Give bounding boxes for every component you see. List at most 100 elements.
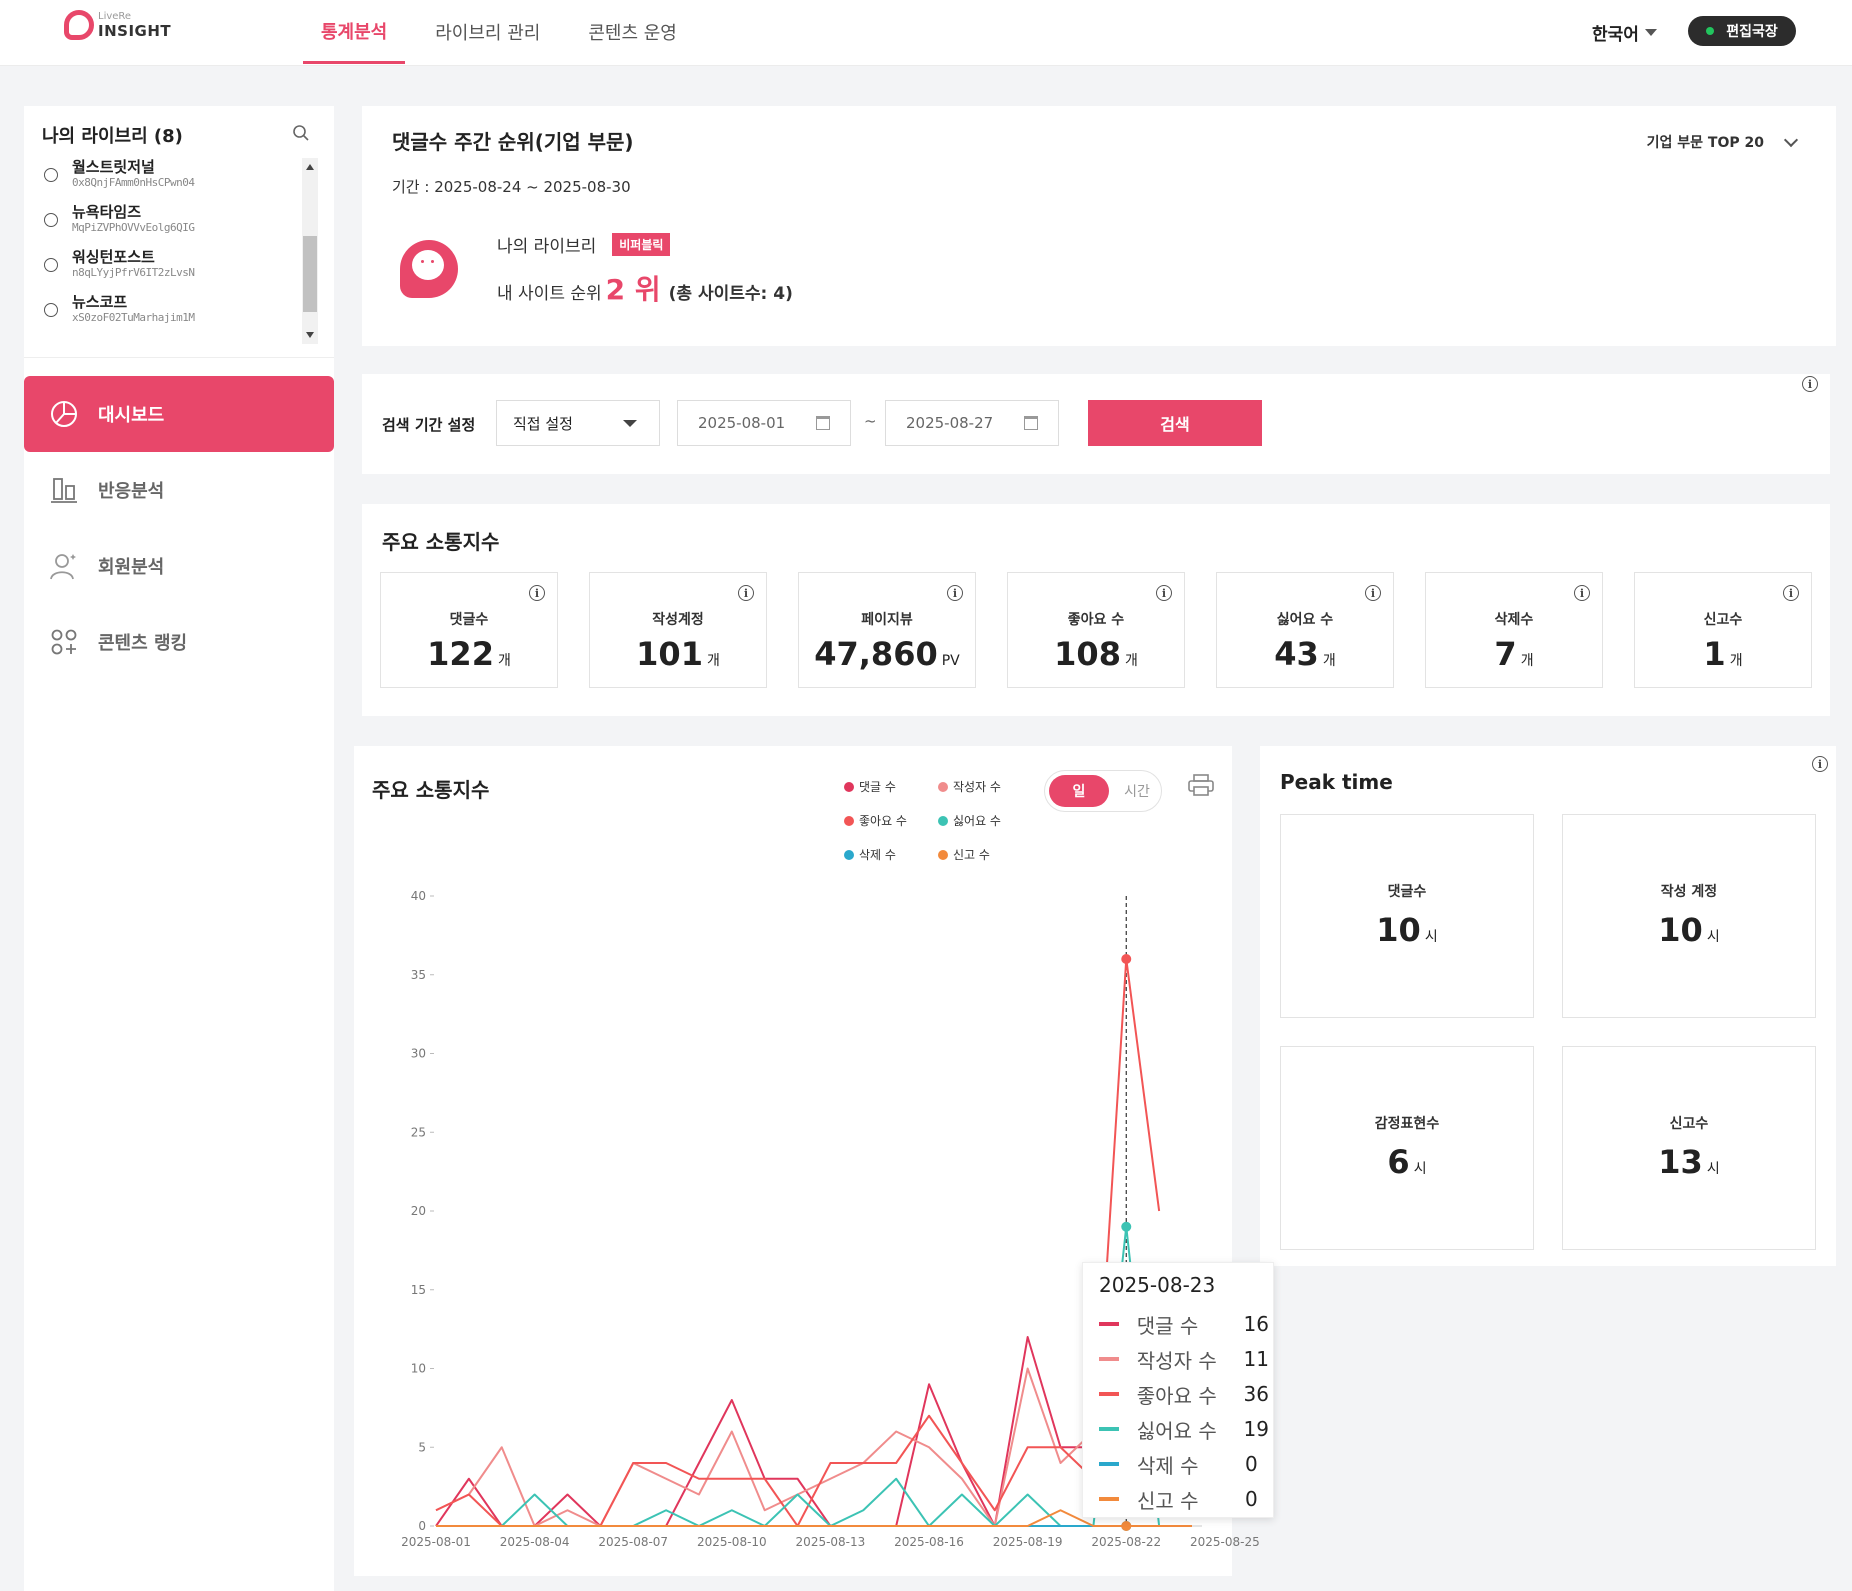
ranking-dropdown[interactable]: 기업 부문 TOP 20 bbox=[1647, 132, 1799, 152]
period-mode-select[interactable]: 직접 설정 bbox=[496, 400, 660, 446]
library-title: 나의 라이브리 (8) bbox=[42, 126, 183, 147]
radio-button[interactable] bbox=[44, 213, 58, 227]
metric-value: 122 bbox=[427, 635, 494, 673]
scroll-thumb[interactable] bbox=[303, 236, 317, 312]
logo-big-text: INSIGHT bbox=[98, 21, 172, 40]
sidebar-item-members[interactable]: 회원분석 bbox=[24, 528, 334, 604]
peak-card: 작성 계정 10 시 bbox=[1562, 814, 1816, 1018]
radio-button[interactable] bbox=[44, 168, 58, 182]
metric-card: i 싫어요 수 43 개 bbox=[1216, 572, 1394, 688]
library-panel: 나의 라이브리 (8) 월스트릿저널 0x8QnjFAmm0nHsCPwn04 … bbox=[24, 106, 334, 358]
metric-label: 삭제수 bbox=[1494, 612, 1534, 628]
library-item[interactable]: 월스트릿저널 0x8QnjFAmm0nHsCPwn04 bbox=[44, 158, 304, 203]
bar-chart-icon bbox=[48, 474, 80, 506]
day-hour-toggle[interactable]: 일 시간 bbox=[1044, 770, 1162, 812]
y-tick-label: 40 bbox=[411, 889, 426, 903]
metric-unit: 개 bbox=[1322, 653, 1336, 669]
legend-item[interactable]: 댓글 수 bbox=[844, 778, 896, 795]
metric-label: 페이지뷰 bbox=[861, 612, 913, 628]
search-period-label: 검색 기간 설정 bbox=[382, 416, 476, 434]
legend-label: 싫어요 수 bbox=[953, 814, 1001, 828]
legend-dot bbox=[938, 781, 948, 792]
tab-livere-management[interactable]: 라이브리 관리 bbox=[435, 23, 541, 44]
library-item[interactable]: 워싱턴포스트 n8qLYyjPfrV6IT2zLvsN bbox=[44, 248, 304, 293]
legend-item[interactable]: 좋아요 수 bbox=[844, 812, 907, 829]
sidebar-item-label: 반응분석 bbox=[98, 481, 165, 502]
toggle-hour[interactable]: 시간 bbox=[1124, 784, 1150, 800]
library-name: 월스트릿저널 bbox=[72, 158, 155, 176]
metric-value: 7 bbox=[1494, 635, 1517, 673]
series-line bbox=[436, 1509, 1192, 1527]
start-date-input[interactable]: 2025-08-01 bbox=[677, 400, 851, 446]
tooltip-label: 신고 수 bbox=[1137, 1488, 1199, 1513]
scroll-down-icon[interactable] bbox=[306, 332, 314, 338]
library-item[interactable]: 뉴욕타임즈 MqPiZVPhOVVvEolg6QIG bbox=[44, 203, 304, 248]
toggle-day[interactable]: 일 bbox=[1049, 775, 1109, 807]
end-date-input[interactable]: 2025-08-27 bbox=[885, 400, 1059, 446]
user-menu-button[interactable]: 편집국장 bbox=[1688, 16, 1796, 46]
legend-item[interactable]: 삭제 수 bbox=[844, 846, 896, 863]
metric-unit: 개 bbox=[1729, 653, 1743, 669]
logo[interactable]: LiveRe INSIGHT bbox=[64, 10, 171, 40]
calendar-icon[interactable] bbox=[1024, 416, 1038, 430]
metric-label: 댓글수 bbox=[449, 612, 489, 628]
info-icon[interactable]: i bbox=[1812, 756, 1828, 772]
info-icon[interactable]: i bbox=[738, 585, 754, 601]
legend-dot bbox=[844, 781, 854, 792]
radio-button[interactable] bbox=[44, 303, 58, 317]
info-icon[interactable]: i bbox=[1365, 585, 1381, 601]
print-icon[interactable] bbox=[1188, 774, 1214, 796]
language-select[interactable]: 한국어 bbox=[1592, 20, 1657, 45]
calendar-icon[interactable] bbox=[816, 416, 830, 430]
language-label: 한국어 bbox=[1592, 25, 1639, 45]
info-icon[interactable]: i bbox=[1574, 585, 1590, 601]
tab-content-operation[interactable]: 콘텐츠 운영 bbox=[588, 23, 677, 44]
legend-dot bbox=[844, 849, 854, 860]
info-icon[interactable]: i bbox=[1802, 376, 1818, 392]
radio-button[interactable] bbox=[44, 258, 58, 272]
tab-statistics[interactable]: 통계분석 bbox=[303, 0, 406, 64]
legend-item[interactable]: 신고 수 bbox=[938, 846, 990, 863]
status-badge: 비퍼블릭 bbox=[612, 233, 671, 256]
info-icon[interactable]: i bbox=[529, 585, 545, 601]
library-id: 0x8QnjFAmm0nHsCPwn04 bbox=[72, 176, 195, 189]
search-icon[interactable] bbox=[292, 124, 310, 142]
sidebar-item-content-ranking[interactable]: 콘텐츠 랭킹 bbox=[24, 604, 334, 680]
info-icon[interactable]: i bbox=[1156, 585, 1172, 601]
sidebar-item-label: 회원분석 bbox=[98, 557, 165, 578]
x-tick-label: 2025-08-22 bbox=[1091, 1535, 1161, 1549]
tooltip-swatch bbox=[1099, 1462, 1119, 1466]
x-tick-label: 2025-08-16 bbox=[894, 1535, 964, 1549]
legend-item[interactable]: 싫어요 수 bbox=[938, 812, 1001, 829]
tooltip-value: 36 bbox=[1243, 1382, 1269, 1406]
library-scrollbar[interactable] bbox=[302, 158, 318, 344]
info-icon[interactable]: i bbox=[947, 585, 963, 601]
y-tick-label: 35 bbox=[411, 968, 426, 982]
info-icon[interactable]: i bbox=[1783, 585, 1799, 601]
peak-value: 13 bbox=[1658, 1143, 1703, 1181]
library-id: n8qLYyjPfrV6IT2zLvsN bbox=[72, 266, 195, 279]
peak-value: 6 bbox=[1387, 1143, 1410, 1181]
metric-unit: 개 bbox=[1520, 653, 1534, 669]
sidebar-item-dashboard[interactable]: 대시보드 bbox=[24, 376, 334, 452]
metric-value: 43 bbox=[1274, 635, 1319, 673]
y-tick-label: 20 bbox=[411, 1204, 426, 1218]
sidebar-item-reaction[interactable]: 반응분석 bbox=[24, 452, 334, 528]
search-button[interactable]: 검색 bbox=[1088, 400, 1262, 446]
y-tick-label: 25 bbox=[411, 1125, 426, 1139]
tooltip-swatch bbox=[1099, 1392, 1119, 1396]
tooltip-date: 2025-08-23 bbox=[1099, 1273, 1216, 1297]
legend-label: 신고 수 bbox=[953, 848, 990, 862]
legend-dot bbox=[938, 849, 948, 860]
legend-item[interactable]: 작성자 수 bbox=[938, 778, 1001, 795]
x-tick-label: 2025-08-19 bbox=[993, 1535, 1063, 1549]
scroll-up-icon[interactable] bbox=[306, 164, 314, 170]
library-item[interactable]: 뉴스코프 xS0zoF02TuMarhajim1M bbox=[44, 293, 304, 338]
legend-dot bbox=[844, 815, 854, 826]
sidebar-item-label: 대시보드 bbox=[98, 405, 165, 426]
start-date-value: 2025-08-01 bbox=[698, 414, 786, 432]
y-tick-label: 10 bbox=[411, 1362, 426, 1376]
tooltip-label: 작성자 수 bbox=[1136, 1348, 1217, 1373]
peak-value: 10 bbox=[1658, 911, 1703, 949]
